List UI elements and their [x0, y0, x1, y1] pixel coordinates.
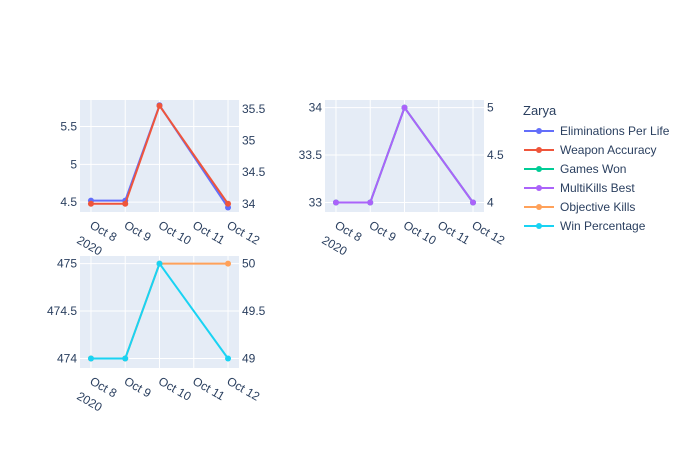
data-point-multikills-best	[367, 199, 374, 206]
x-tick-label: Oct 9	[122, 374, 154, 401]
data-point-weapon-accuracy	[156, 102, 163, 109]
x-tick-label: Oct 9	[367, 218, 399, 245]
legend-label: Eliminations Per Life	[560, 123, 670, 138]
legend-label: Games Won	[560, 161, 627, 176]
data-point-multikills-best	[332, 199, 339, 206]
legend-title: Zarya	[523, 103, 557, 118]
data-point-multikills-best	[470, 199, 477, 206]
y-left-tick-label: 34	[309, 101, 323, 115]
y-right-tick-label: 4.5	[487, 148, 504, 162]
y-left-tick-label: 5	[70, 157, 77, 171]
data-point-win-percentage	[156, 260, 163, 267]
y-right-tick-label: 50	[242, 257, 256, 271]
data-point-win-percentage	[87, 355, 94, 362]
x-tick-label: Oct 10	[401, 218, 439, 248]
data-point-win-percentage	[122, 355, 129, 362]
y-right-tick-label: 49	[242, 352, 256, 366]
y-right-tick-label: 49.5	[242, 304, 266, 318]
legend-swatch-icon	[524, 125, 554, 137]
x-tick-label: Oct 11	[435, 218, 472, 248]
y-left-tick-label: 474	[57, 352, 77, 366]
legend-swatch-icon	[524, 201, 554, 213]
y-left-tick-label: 33	[309, 196, 323, 210]
x-tick-label: Oct 12	[470, 218, 508, 248]
y-right-tick-label: 35	[242, 133, 256, 147]
y-right-tick-label: 4	[487, 196, 494, 210]
data-point-win-percentage	[225, 355, 232, 362]
data-point-weapon-accuracy	[122, 200, 129, 207]
y-right-tick-label: 34	[242, 197, 256, 211]
x-tick-label: Oct 12	[225, 374, 263, 404]
legend-item-objective-kills[interactable]: Objective Kills	[521, 197, 696, 216]
x-tick-label: Oct 10	[156, 218, 194, 248]
data-point-weapon-accuracy	[225, 200, 232, 207]
x-tick-label: Oct 11	[190, 218, 227, 248]
y-right-tick-label: 35.5	[242, 102, 266, 116]
legend-label: Objective Kills	[560, 199, 636, 214]
series-line-weapon-accuracy	[91, 104, 229, 205]
y-left-tick-label: 475	[57, 257, 77, 271]
legend-swatch-icon	[524, 144, 554, 156]
legend-item-weapon-accuracy[interactable]: Weapon Accuracy	[521, 140, 696, 159]
x-tick-label: Oct 11	[190, 374, 227, 404]
y-left-tick-label: 33.5	[299, 148, 323, 162]
x-tick-label: Oct 12	[225, 218, 263, 248]
legend-item-eliminations-per-life[interactable]: Eliminations Per Life	[521, 121, 696, 140]
series-line-multikills-best	[336, 106, 474, 204]
y-right-tick-label: 34.5	[242, 165, 266, 179]
x-tick-label: Oct 10	[156, 374, 194, 404]
y-left-tick-label: 4.5	[60, 195, 77, 209]
legend-item-games-won[interactable]: Games Won	[521, 159, 696, 178]
legend-label: Win Percentage	[560, 218, 646, 233]
x-tick-label: Oct 9	[122, 218, 154, 245]
legend-item-multikills-best[interactable]: MultiKills Best	[521, 178, 696, 197]
y-right-tick-label: 5	[487, 101, 494, 115]
series-line-win-percentage	[91, 262, 229, 360]
legend-label: MultiKills Best	[560, 180, 635, 195]
data-point-weapon-accuracy	[87, 200, 94, 207]
data-point-objective-kills	[225, 260, 232, 267]
legend-swatch-icon	[524, 182, 554, 194]
legend-swatch-icon	[524, 220, 554, 232]
legend-item-win-percentage[interactable]: Win Percentage	[521, 216, 696, 235]
legend-label: Weapon Accuracy	[560, 142, 657, 157]
legend-swatch-icon	[524, 163, 554, 175]
legend: Zarya Eliminations Per Life Weapon Accur…	[521, 101, 696, 235]
y-left-tick-label: 5.5	[60, 119, 77, 133]
data-point-multikills-best	[401, 104, 408, 111]
y-left-tick-label: 474.5	[47, 304, 77, 318]
